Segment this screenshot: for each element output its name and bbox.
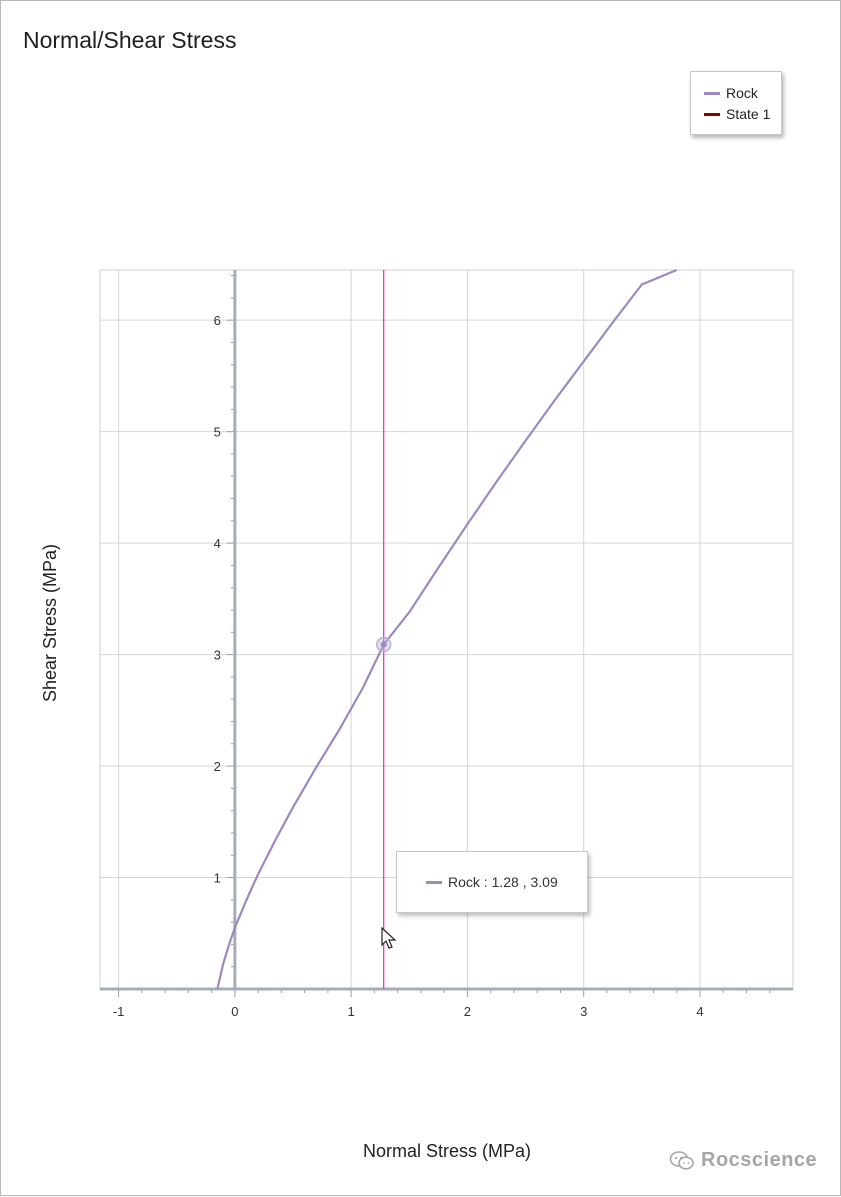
y-tick-label: 6: [214, 313, 221, 328]
tooltip-swatch: [426, 880, 442, 884]
mouse-cursor-icon: [381, 927, 397, 949]
data-tooltip: Rock : 1.28 , 3.09: [396, 851, 588, 913]
wechat-icon: [669, 1150, 694, 1170]
legend-item-rock[interactable]: Rock: [691, 83, 758, 103]
x-tick-label: 2: [464, 1004, 471, 1019]
tooltip-text: Rock : 1.28 , 3.09: [448, 874, 558, 890]
axes: [100, 270, 793, 991]
legend-item-state-1[interactable]: State 1: [691, 104, 770, 124]
chart-title: Normal/Shear Stress: [23, 27, 237, 53]
x-tick-label: 4: [696, 1004, 703, 1019]
x-tick-label: -1: [113, 1004, 125, 1019]
legend-swatch-state-1: [704, 112, 720, 116]
y-tick-label: 1: [214, 871, 221, 886]
x-tick-label: 3: [580, 1004, 587, 1019]
y-tick-label: 5: [214, 425, 221, 440]
y-tick-label: 3: [214, 648, 221, 663]
y-tick-label: 2: [214, 759, 221, 774]
tick-labels: -1 0 1 2 3 4 1 2 3 4 5 6: [113, 313, 704, 1019]
legend-label-rock: Rock: [726, 85, 758, 101]
series-layer: [216, 268, 678, 990]
series-line-rock: [216, 268, 678, 990]
legend-label-state-1: State 1: [726, 106, 771, 122]
x-axis-label: Normal Stress (MPa): [363, 1141, 531, 1161]
legend-swatch-rock: [704, 91, 720, 95]
watermark-text: Rocscience: [701, 1149, 818, 1171]
watermark: Rocscience: [669, 1149, 817, 1172]
y-tick-label: 4: [214, 536, 221, 551]
x-tick-label: 0: [231, 1004, 238, 1019]
highlight-point: [380, 641, 387, 648]
y-axis-label: Shear Stress (MPa): [40, 544, 60, 702]
x-tick-label: 1: [348, 1004, 355, 1019]
chart-legend: Rock State 1: [690, 71, 782, 135]
